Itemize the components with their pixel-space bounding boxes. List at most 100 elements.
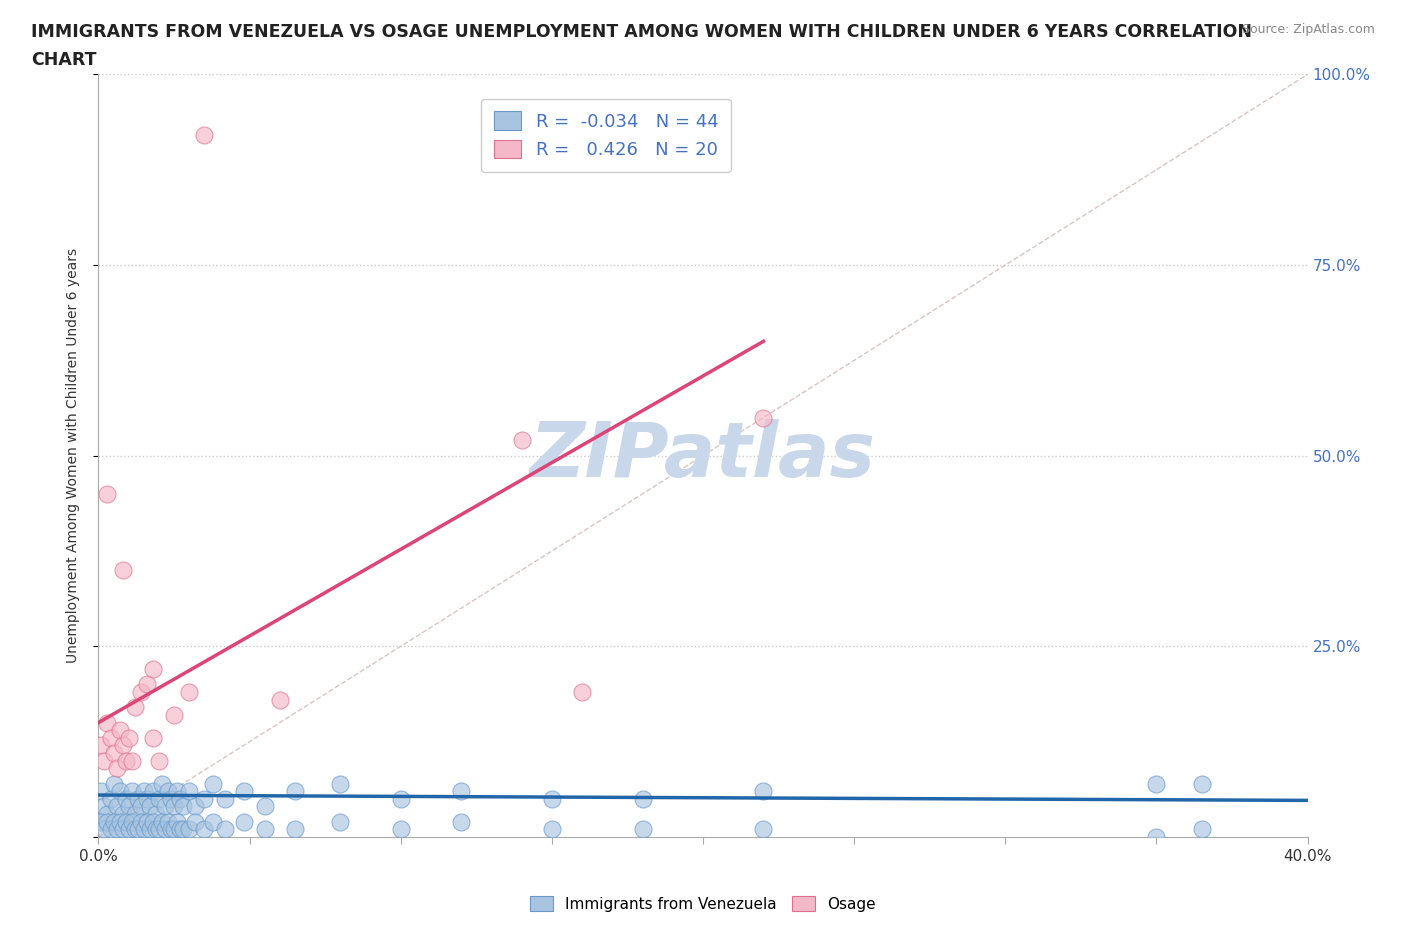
Text: Source: ZipAtlas.com: Source: ZipAtlas.com: [1241, 23, 1375, 36]
Point: [142, 730, 165, 745]
Point: [253, 799, 276, 814]
Point: [121, 784, 143, 799]
Point: [103, 777, 125, 791]
Point: [114, 753, 136, 768]
Point: [329, 815, 352, 830]
Point: [108, 723, 131, 737]
Point: [96, 486, 118, 501]
Point: [214, 791, 236, 806]
Point: [105, 799, 128, 814]
Point: [118, 822, 141, 837]
Point: [631, 791, 654, 806]
Y-axis label: Unemployment Among Women with Children Under 6 years: Unemployment Among Women with Children U…: [66, 248, 80, 663]
Point: [150, 815, 173, 830]
Point: [111, 806, 134, 821]
Point: [184, 799, 207, 814]
Point: [202, 777, 225, 791]
Point: [163, 822, 186, 837]
Point: [555, 128, 578, 143]
Point: [184, 815, 207, 830]
Point: [193, 128, 215, 143]
Point: [96, 806, 118, 821]
Text: IMMIGRANTS FROM VENEZUELA VS OSAGE UNEMPLOYMENT AMONG WOMEN WITH CHILDREN UNDER : IMMIGRANTS FROM VENEZUELA VS OSAGE UNEMP…: [31, 23, 1251, 41]
Point: [752, 784, 775, 799]
Point: [153, 799, 176, 814]
Point: [169, 822, 191, 837]
Point: [163, 799, 186, 814]
Point: [105, 822, 128, 837]
Legend: R =  -0.034   N = 44, R =   0.426   N = 20: R = -0.034 N = 44, R = 0.426 N = 20: [481, 99, 731, 172]
Point: [118, 799, 141, 814]
Point: [129, 815, 152, 830]
Point: [202, 815, 225, 830]
Point: [105, 761, 128, 776]
Point: [103, 746, 125, 761]
Point: [232, 815, 254, 830]
Point: [124, 700, 146, 715]
Point: [1191, 822, 1213, 837]
Point: [752, 822, 775, 837]
Point: [172, 799, 194, 814]
Point: [179, 684, 201, 699]
Point: [166, 784, 188, 799]
Point: [142, 784, 165, 799]
Point: [631, 822, 654, 837]
Point: [153, 822, 176, 837]
Point: [93, 822, 115, 837]
Point: [284, 822, 307, 837]
Point: [148, 753, 170, 768]
Point: [148, 822, 170, 837]
Point: [540, 822, 562, 837]
Point: [232, 784, 254, 799]
Point: [145, 822, 167, 837]
Point: [108, 784, 131, 799]
Point: [90, 815, 112, 830]
Point: [160, 822, 183, 837]
Point: [124, 822, 146, 837]
Point: [132, 784, 155, 799]
Point: [450, 784, 472, 799]
Point: [179, 822, 201, 837]
Point: [156, 815, 179, 830]
Point: [121, 753, 143, 768]
Point: [142, 815, 165, 830]
Point: [127, 822, 149, 837]
Point: [389, 822, 412, 837]
Point: [540, 791, 562, 806]
Point: [111, 822, 134, 837]
Point: [93, 753, 115, 768]
Point: [214, 822, 236, 837]
Point: [172, 822, 194, 837]
Point: [169, 791, 191, 806]
Point: [100, 791, 122, 806]
Point: [96, 815, 118, 830]
Point: [329, 777, 352, 791]
Point: [135, 791, 157, 806]
Point: [100, 730, 122, 745]
Point: [142, 662, 165, 677]
Point: [163, 708, 186, 723]
Point: [166, 815, 188, 830]
Point: [93, 799, 115, 814]
Point: [127, 791, 149, 806]
Point: [100, 822, 122, 837]
Point: [111, 563, 134, 578]
Point: [135, 815, 157, 830]
Point: [193, 791, 215, 806]
Point: [1144, 830, 1167, 844]
Point: [150, 777, 173, 791]
Point: [129, 684, 152, 699]
Text: ZIPatlas: ZIPatlas: [530, 418, 876, 493]
Point: [284, 784, 307, 799]
Point: [135, 677, 157, 692]
Point: [160, 791, 183, 806]
Point: [90, 784, 112, 799]
Point: [1144, 777, 1167, 791]
Point: [145, 806, 167, 821]
Point: [752, 410, 775, 425]
Point: [108, 815, 131, 830]
Point: [389, 791, 412, 806]
Text: CHART: CHART: [31, 51, 97, 69]
Point: [129, 799, 152, 814]
Point: [193, 822, 215, 837]
